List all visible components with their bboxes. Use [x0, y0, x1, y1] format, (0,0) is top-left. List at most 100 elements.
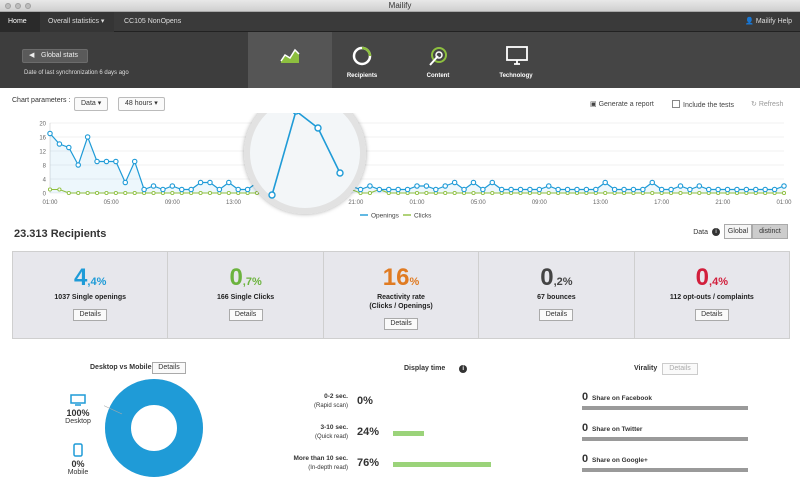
- stat-reactivity: 16% Reactivity rate (Clicks / Openings) D…: [324, 252, 480, 338]
- toggle-global-button[interactable]: Global: [724, 224, 752, 239]
- info-icon[interactable]: i: [712, 228, 720, 236]
- tab-recipients-label: Recipients: [346, 73, 378, 79]
- openings-point: [207, 179, 213, 186]
- display-time-row: More than 10 sec. (In-depth read) 76%: [290, 454, 610, 478]
- display-time-pct: 0%: [357, 395, 373, 407]
- maximize-window-button[interactable]: [25, 3, 31, 9]
- mobile-legend: 0% Mobile: [58, 443, 98, 476]
- clicks-point: [57, 187, 62, 192]
- x-tick-label: 13:00: [226, 200, 242, 206]
- clicks-details-button[interactable]: Details: [228, 309, 263, 321]
- generate-report-link[interactable]: ▣ Generate a report: [590, 100, 654, 108]
- openings-point: [150, 183, 157, 189]
- desktop-mobile-details-button[interactable]: Details: [152, 362, 186, 374]
- openings-point: [197, 179, 204, 186]
- global-stats-button[interactable]: ◀ Global stats: [22, 49, 88, 63]
- share-label: Share on Twitter: [592, 426, 643, 433]
- tab-technology[interactable]: Technology: [474, 32, 558, 88]
- clicks-point: [678, 190, 683, 196]
- clicks-point: [424, 190, 429, 196]
- stat-optouts: 0,4% 112 opt-outs / complaints Details: [635, 252, 789, 338]
- breadcrumb-home[interactable]: Home: [0, 12, 40, 32]
- mobile-icon: [73, 443, 83, 457]
- openings-point: [131, 158, 138, 165]
- info-icon[interactable]: i: [459, 365, 468, 373]
- openings-point: [376, 186, 383, 193]
- stat-value: 0,7%: [168, 265, 322, 295]
- stat-label: 166 Single Clicks: [217, 294, 275, 301]
- openings-point: [404, 186, 411, 193]
- display-time-range: More than 10 sec. (In-depth read): [293, 454, 348, 473]
- stats-panel: 4,4% 1037 Single openings Details 0,7% 1…: [12, 251, 790, 339]
- close-window-button[interactable]: [5, 3, 11, 9]
- chart-icon: [280, 48, 300, 63]
- openings-point: [395, 186, 401, 193]
- share-bar: [582, 468, 748, 472]
- chart-params-label: Chart parameters :: [12, 97, 71, 104]
- period-select-value: 48 hours: [125, 100, 153, 107]
- stat-label: 1037 Single openings: [54, 294, 126, 301]
- clicks-point: [226, 190, 231, 196]
- x-tick-label: 01:00: [42, 200, 58, 206]
- openings-point: [640, 186, 646, 193]
- openings-point: [687, 186, 693, 193]
- openings-point: [574, 186, 580, 193]
- openings-point: [715, 186, 721, 193]
- openings-point: [160, 186, 166, 193]
- openings-point: [75, 162, 81, 168]
- clicks-point: [85, 190, 90, 196]
- data-toggle-label: Data: [693, 229, 708, 236]
- y-tick-label: 20: [39, 122, 46, 128]
- refresh-icon: ↻: [751, 101, 757, 108]
- stat-integer: 0: [695, 264, 710, 291]
- share-count: 0: [582, 453, 589, 465]
- breadcrumb-campaign[interactable]: CC105 NonOpens: [124, 18, 182, 25]
- report-icon: ▣: [590, 101, 597, 108]
- desktop-legend: 100% Desktop: [58, 394, 98, 425]
- toggle-distinct-button[interactable]: distinct: [752, 224, 788, 239]
- stat-integer: 0: [540, 264, 554, 291]
- clicks-legend-label: Clicks: [414, 213, 432, 220]
- recipients-title: 23.313 Recipients: [14, 228, 107, 240]
- share-label: Share on Google+: [592, 457, 648, 464]
- stat-value: 0,4%: [635, 265, 789, 295]
- y-tick-label: 16: [39, 136, 46, 142]
- user-help-menu[interactable]: 👤 Mailify Help: [745, 12, 792, 32]
- breadcrumb-overall-statistics[interactable]: Overall statistics ▾: [40, 12, 114, 32]
- stat-decimals: ,4%: [709, 276, 728, 288]
- openings-point: [226, 179, 232, 186]
- openings-point: [47, 130, 53, 137]
- magnified-point: [336, 169, 344, 177]
- openings-point: [103, 158, 110, 165]
- breadcrumb: Home Overall statistics ▾ CC105 NonOpens…: [0, 12, 800, 32]
- x-tick-label: 01:00: [409, 200, 425, 206]
- reactivity-details-button[interactable]: Details: [384, 318, 419, 330]
- tab-content[interactable]: Content: [396, 32, 480, 88]
- x-tick-label: 05:00: [471, 200, 487, 206]
- include-tests-checkbox[interactable]: Include the tests: [672, 100, 734, 109]
- data-select[interactable]: Data ▾: [74, 97, 109, 111]
- x-tick-label: 05:00: [104, 200, 120, 206]
- minimize-window-button[interactable]: [15, 3, 21, 9]
- period-select[interactable]: 48 hours ▾: [118, 97, 165, 111]
- range-desc: (In-depth read): [308, 465, 348, 471]
- virality-details-button[interactable]: Details: [662, 363, 698, 375]
- bounces-details-button[interactable]: Details: [539, 309, 574, 321]
- openings-point: [630, 186, 637, 193]
- openings-point: [216, 186, 223, 193]
- virality-title: Virality: [634, 365, 658, 372]
- chart-legend: Openings Clicks: [360, 213, 432, 220]
- clicks-point: [781, 190, 787, 196]
- window-titlebar: Mailify: [0, 0, 800, 12]
- cursor-icon: [429, 47, 447, 66]
- openings-point: [423, 183, 430, 189]
- clicks-point: [198, 190, 203, 196]
- openings-details-button[interactable]: Details: [73, 309, 108, 321]
- refresh-button[interactable]: ↻ Refresh: [751, 100, 783, 108]
- optouts-details-button[interactable]: Details: [694, 309, 729, 321]
- stat-value: 16%: [324, 265, 478, 295]
- tab-recipients[interactable]: Recipients: [320, 32, 404, 88]
- clicks-point: [113, 190, 118, 196]
- tab-chart[interactable]: [248, 32, 332, 88]
- clicks-point: [254, 190, 260, 196]
